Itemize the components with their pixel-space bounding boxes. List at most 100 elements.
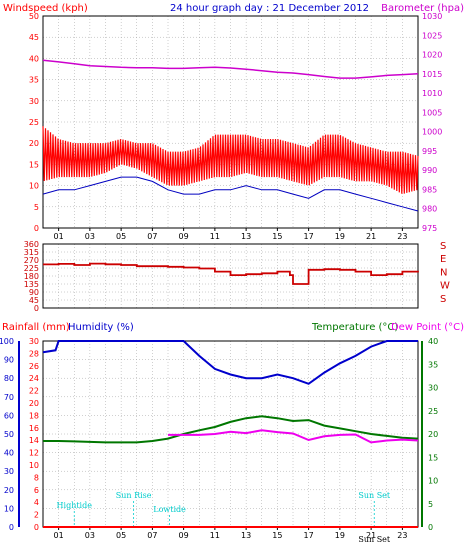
rainfall-tick-label: 24 <box>29 374 39 383</box>
hour-tick-label: 03 <box>85 232 95 241</box>
windspeed-tick-label: 15 <box>29 160 39 169</box>
rainfall-tick-label: 12 <box>29 449 39 458</box>
hour-tick-label: 23 <box>397 531 407 540</box>
windspeed-tick-label: 5 <box>34 203 39 212</box>
barometer-tick-label: 995 <box>422 147 437 156</box>
windspeed-tick-label: 20 <box>29 139 39 148</box>
direction-tick-label: 45 <box>29 296 39 305</box>
barometer-tick-label: 990 <box>422 166 437 175</box>
rainfall-tick-label: 16 <box>29 424 39 433</box>
hour-tick-label: 09 <box>179 531 189 540</box>
hour-tick-label: 19 <box>335 232 345 241</box>
compass-letter: N <box>440 267 447 278</box>
windspeed-tick-label: 40 <box>29 54 39 63</box>
wind-panel-frame <box>42 15 419 229</box>
hour-tick-label: 07 <box>147 531 157 540</box>
rainfall-tick-label: 0 <box>34 523 39 532</box>
event-label: Hightide <box>57 501 93 510</box>
humidity-axis-title: Humidity (%) <box>68 322 134 333</box>
hour-tick-label: 11 <box>210 531 220 540</box>
humidity-tick-label: 90 <box>4 356 14 365</box>
temperature-tick-label: 25 <box>428 407 438 416</box>
humidity-tick-label: 20 <box>4 486 14 495</box>
direction-tick-label: 360 <box>24 240 39 249</box>
direction-tick-label: 225 <box>24 264 39 273</box>
hour-tick-label: 05 <box>116 531 126 540</box>
hour-tick-label: 01 <box>54 531 64 540</box>
rainfall-tick-label: 4 <box>34 498 39 507</box>
hour-tick-label: 01 <box>54 232 64 241</box>
humidity-tick-label: 80 <box>4 374 14 383</box>
dewpoint-series <box>168 429 419 444</box>
temperature-tick-label: 5 <box>428 500 433 509</box>
temperature-tick-label: 20 <box>428 430 438 439</box>
hour-tick-label: 03 <box>85 531 95 540</box>
compass-letter: E <box>440 254 446 265</box>
temperature-series <box>43 415 419 444</box>
wind-direction-series <box>43 262 419 285</box>
rainfall-tick-label: 18 <box>29 411 39 420</box>
hour-tick-label: 21 <box>366 531 376 540</box>
barometer-tick-label: 1015 <box>422 70 442 79</box>
windspeed-tick-label: 0 <box>34 224 39 233</box>
rainfall-tick-label: 6 <box>34 486 39 495</box>
humidity-tick-label: 30 <box>4 467 14 476</box>
barometer-tick-label: 980 <box>422 205 437 214</box>
windspeed-tick-label: 50 <box>29 12 39 21</box>
hour-tick-label: 11 <box>210 232 220 241</box>
direction-panel-frame <box>42 243 419 309</box>
hour-tick-label: 17 <box>304 232 314 241</box>
rainfall-tick-label: 2 <box>34 511 39 520</box>
humidity-tick-label: 0 <box>9 523 14 532</box>
hour-tick-label: 21 <box>366 232 376 241</box>
humidity-tick-label: 40 <box>4 449 14 458</box>
windspeed-tick-label: 45 <box>29 33 39 42</box>
humidity-tick-label: 10 <box>4 504 14 513</box>
event-label: Sun Set <box>358 491 391 500</box>
humidity-tick-label: 60 <box>4 411 14 420</box>
barometer-tick-label: 1000 <box>422 128 442 137</box>
event-label: Sun Rise <box>116 491 152 500</box>
rainfall-tick-label: 22 <box>29 387 39 396</box>
rainfall-tick-label: 28 <box>29 349 39 358</box>
humidity-tick-label: 70 <box>4 393 14 402</box>
temperature-tick-label: 0 <box>428 523 433 532</box>
hour-tick-label: 07 <box>147 232 157 241</box>
hour-tick-label: 15 <box>272 232 282 241</box>
humidity-series <box>42 340 418 385</box>
windspeed-tick-label: 25 <box>29 118 39 127</box>
chart-title: 24 hour graph day : 21 December 2012 <box>170 3 369 14</box>
hour-tick-label: 13 <box>241 531 251 540</box>
hour-tick-label: 13 <box>241 232 251 241</box>
windspeed-axis-title: Windspeed (kph) <box>3 3 88 14</box>
temperature-tick-label: 30 <box>428 384 438 393</box>
barometer-tick-label: 975 <box>422 224 437 233</box>
direction-tick-label: 0 <box>34 304 39 313</box>
hour-tick-label: 23 <box>397 232 407 241</box>
direction-tick-label: 90 <box>29 288 39 297</box>
windspeed-tick-label: 30 <box>29 97 39 106</box>
windspeed-tick-label: 35 <box>29 76 39 85</box>
rainfall-tick-label: 14 <box>29 436 39 445</box>
event-label: Sun Set <box>358 535 391 544</box>
direction-tick-label: 270 <box>24 256 39 265</box>
direction-tick-label: 315 <box>24 248 39 257</box>
temperature-axis-title: Temperature (°C) <box>311 322 398 333</box>
temperature-tick-label: 10 <box>428 477 438 486</box>
hour-tick-label: 09 <box>179 232 189 241</box>
barometer-tick-label: 1020 <box>422 51 442 60</box>
chart-layer: 0510152025303540455097598098599099510001… <box>0 12 450 544</box>
hour-tick-label: 05 <box>116 232 126 241</box>
wind-gust-series <box>42 126 419 194</box>
humidity-tick-label: 50 <box>4 430 14 439</box>
temperature-tick-label: 15 <box>428 453 438 462</box>
event-label: Lowtide <box>153 505 186 514</box>
compass-letter: S <box>440 294 446 305</box>
barometer-series <box>42 59 419 79</box>
hour-tick-label: 15 <box>272 531 282 540</box>
hour-tick-label: 17 <box>304 531 314 540</box>
temperature-tick-label: 40 <box>428 337 438 346</box>
rainfall-tick-label: 26 <box>29 362 39 371</box>
